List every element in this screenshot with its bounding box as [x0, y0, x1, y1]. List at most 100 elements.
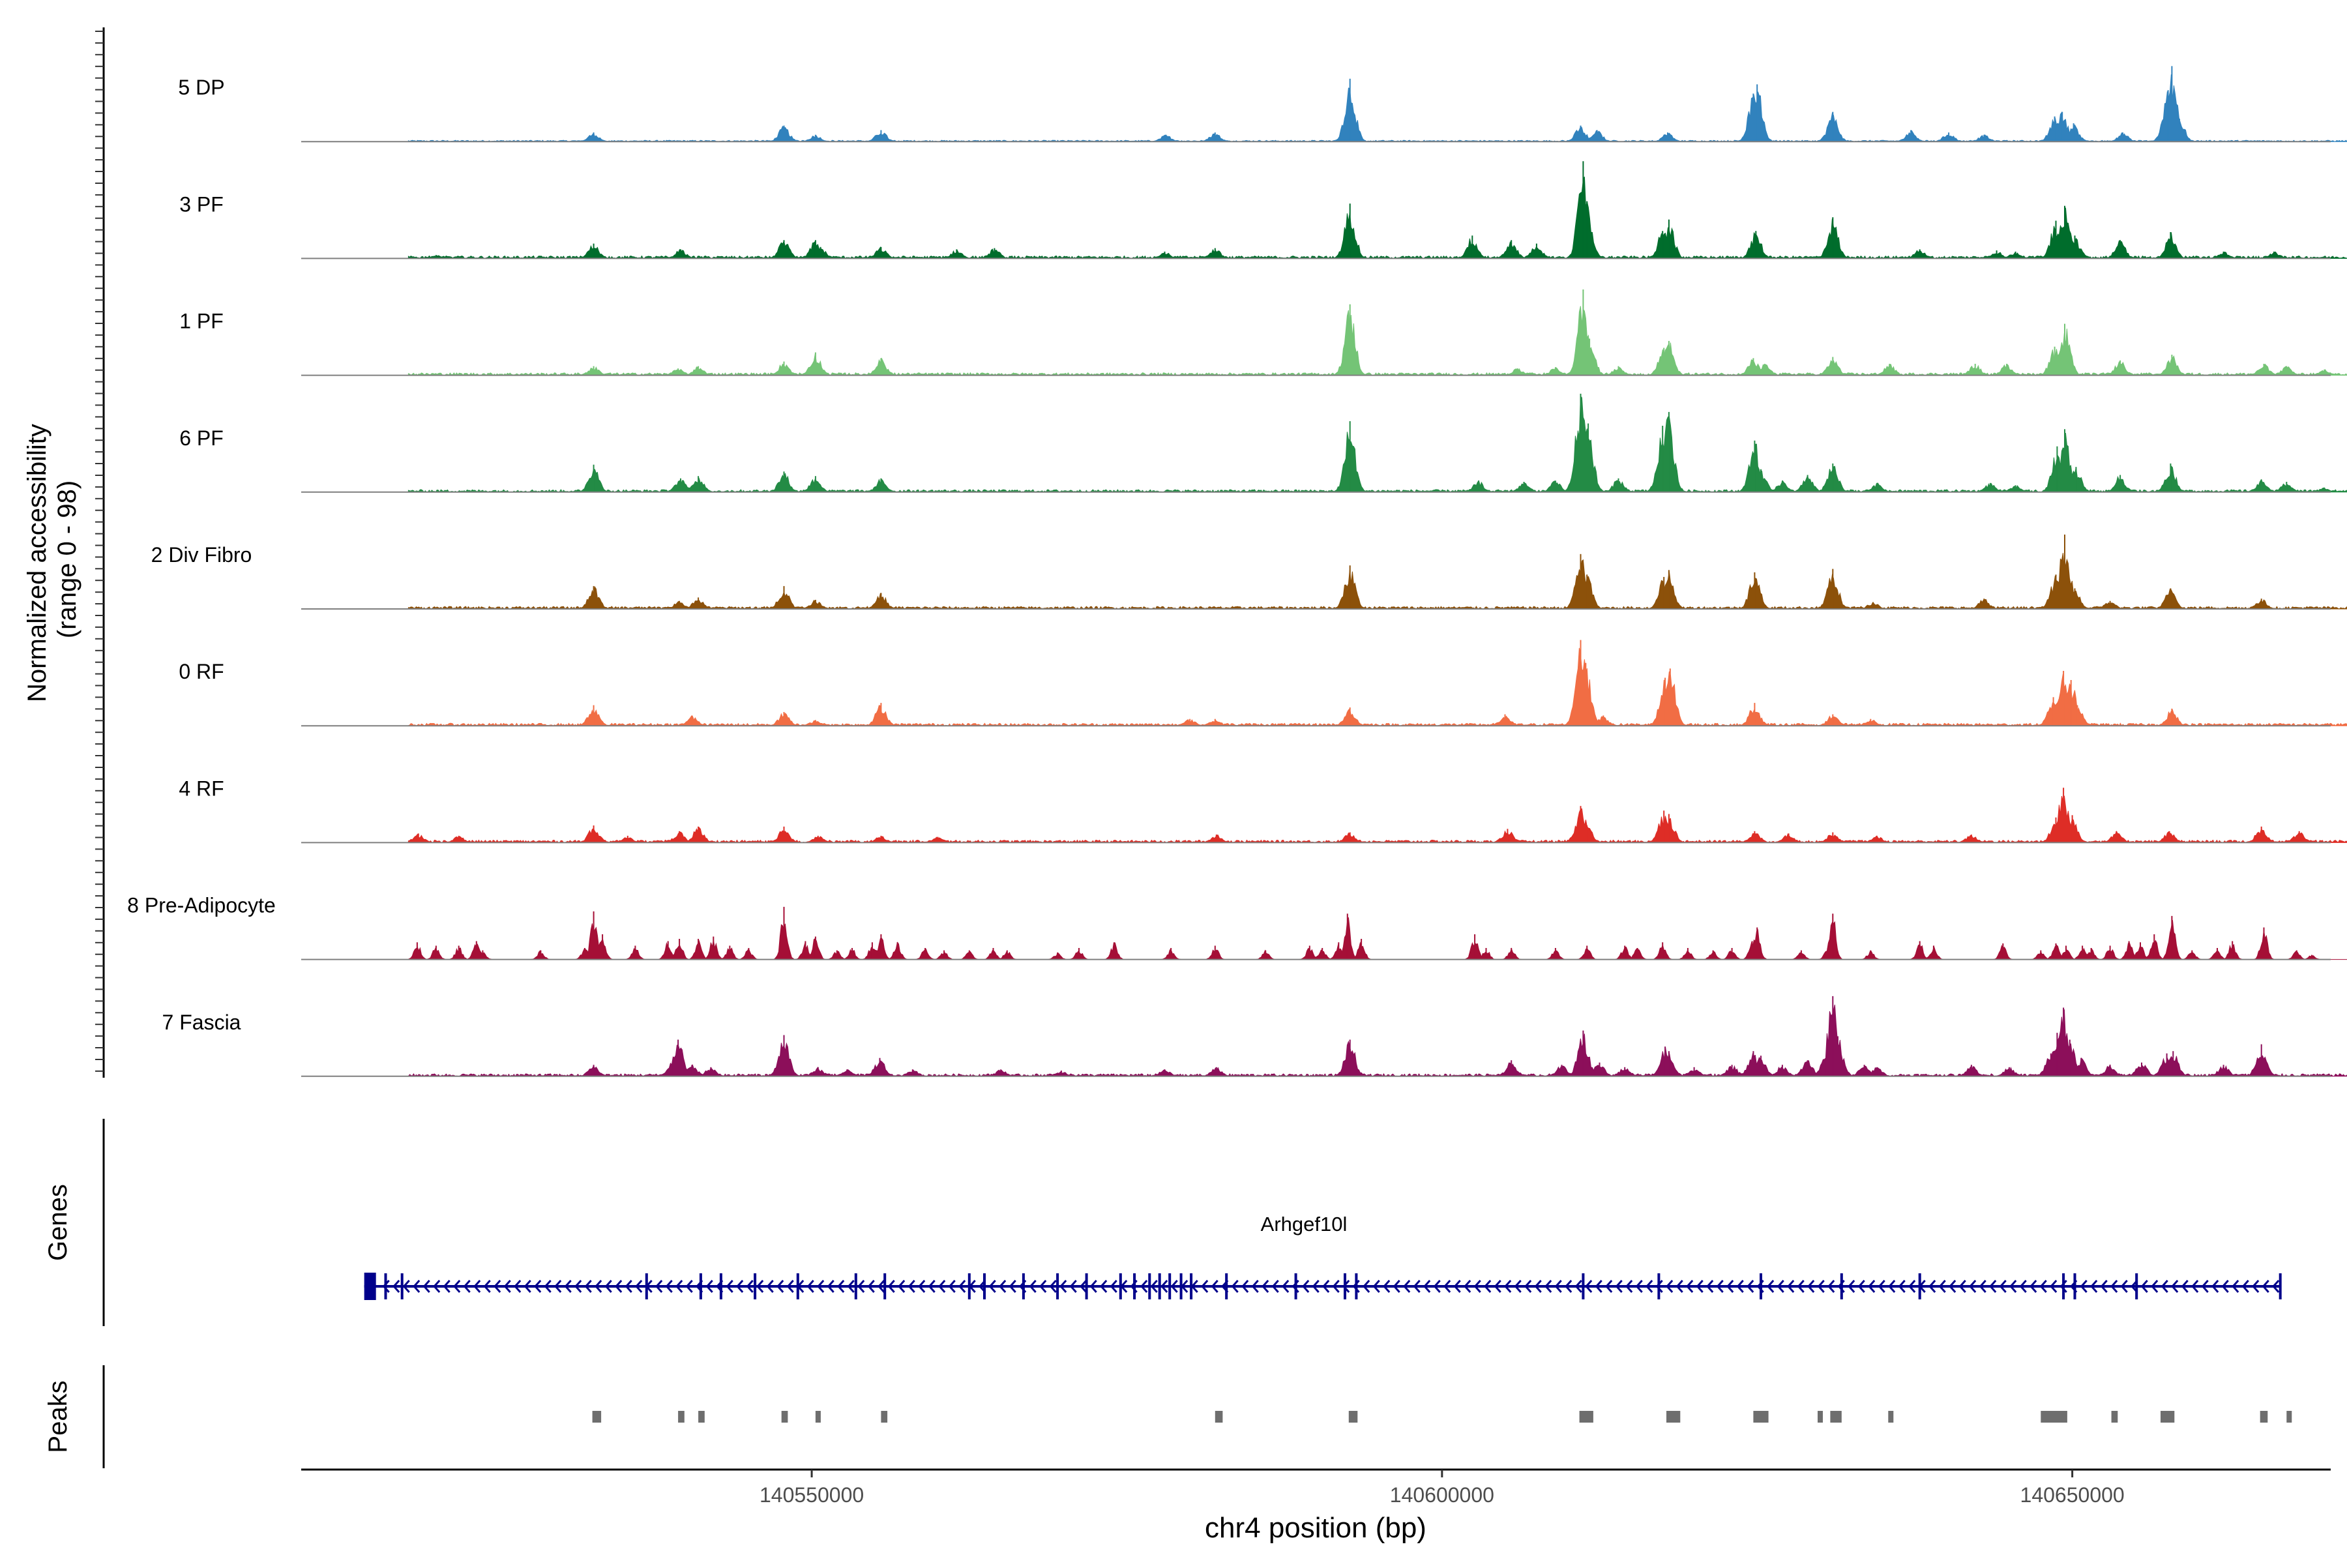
- strand-arrow: [1878, 1280, 1885, 1293]
- peak-region: [592, 1411, 602, 1423]
- gene-exon: [1179, 1273, 1183, 1299]
- strand-arrow: [514, 1280, 522, 1293]
- strand-arrow: [806, 1280, 814, 1293]
- gene-exon: [2279, 1273, 2282, 1299]
- strand-arrow: [1807, 1280, 1815, 1293]
- gene-exon: [1657, 1273, 1661, 1299]
- coverage-area: [407, 176, 2347, 259]
- gene-exon: [1056, 1273, 1059, 1299]
- peak-region: [2260, 1411, 2268, 1423]
- strand-arrow: [1969, 1280, 1977, 1293]
- strand-arrow: [1857, 1280, 1865, 1293]
- track-label: 5 DP: [178, 76, 224, 99]
- strand-arrow: [1635, 1280, 1643, 1293]
- strand-arrow: [2232, 1280, 2239, 1293]
- strand-arrow: [2161, 1280, 2168, 1293]
- gene-exon: [1355, 1273, 1358, 1299]
- strand-arrow: [1706, 1280, 1714, 1293]
- strand-arrow: [1069, 1280, 1077, 1293]
- peak-region: [1830, 1411, 1842, 1423]
- strand-arrow: [2039, 1280, 2047, 1293]
- peak-region: [2111, 1411, 2118, 1423]
- strand-arrow: [625, 1280, 632, 1293]
- strand-arrow: [1160, 1280, 1168, 1293]
- strand-arrow: [928, 1280, 936, 1293]
- gene-exon: [645, 1273, 648, 1299]
- strand-arrow: [1059, 1280, 1067, 1293]
- strand-arrow: [847, 1280, 855, 1293]
- strand-arrow: [665, 1280, 673, 1293]
- strand-arrow: [1433, 1280, 1441, 1293]
- strand-arrow: [1999, 1280, 2007, 1293]
- strand-arrow: [2272, 1280, 2280, 1293]
- strand-arrow: [1494, 1280, 1501, 1293]
- strand-arrow: [1848, 1280, 1855, 1293]
- strand-arrow: [1271, 1280, 1279, 1293]
- strand-arrow: [1989, 1280, 1997, 1293]
- strand-arrow: [1080, 1280, 1087, 1293]
- gene-exon: [1294, 1273, 1297, 1299]
- strand-arrow: [2100, 1280, 2108, 1293]
- strand-arrow: [2090, 1280, 2098, 1293]
- track-labels: 5 DP 3 PF 1 PF 6 PF 2 Div Fibro 0 RF 4 RF 8 Pre…: [127, 76, 276, 1034]
- gene-exon: [1760, 1273, 1762, 1299]
- strand-arrow: [857, 1280, 865, 1293]
- strand-arrow: [1938, 1280, 1946, 1293]
- strand-arrow: [817, 1280, 825, 1293]
- strand-arrow: [1574, 1280, 1582, 1293]
- track-4-rf: [301, 788, 2347, 844]
- peak-region: [2161, 1411, 2175, 1423]
- strand-arrow: [1747, 1280, 1754, 1293]
- track-0-rf: [301, 640, 2347, 727]
- strand-arrow: [1140, 1280, 1148, 1293]
- gene-exon: [1119, 1273, 1122, 1299]
- strand-arrow: [1686, 1280, 1694, 1293]
- strand-arrow: [1595, 1280, 1602, 1293]
- strand-arrow: [999, 1280, 1007, 1293]
- strand-arrow: [2009, 1280, 2017, 1293]
- strand-arrow: [1817, 1280, 1825, 1293]
- peaks-panel-label: Peaks: [44, 1380, 72, 1453]
- strand-arrow: [2110, 1280, 2118, 1293]
- strand-arrow: [1049, 1280, 1057, 1293]
- strand-arrow: [1696, 1280, 1704, 1293]
- strand-arrow: [1585, 1280, 1593, 1293]
- strand-arrow: [837, 1280, 845, 1293]
- gene-exon: [384, 1273, 387, 1299]
- strand-arrow: [766, 1280, 774, 1293]
- track-label: 3 PF: [179, 192, 224, 216]
- strand-arrow: [898, 1280, 906, 1293]
- peak-region: [2041, 1411, 2067, 1423]
- strand-arrow: [1565, 1280, 1572, 1293]
- strand-arrow: [1009, 1280, 1016, 1293]
- gene-exon: [2135, 1273, 2138, 1299]
- strand-arrow: [1958, 1280, 1966, 1293]
- strand-arrow: [1504, 1280, 1512, 1293]
- strand-arrow: [887, 1280, 895, 1293]
- peak-region: [1666, 1411, 1681, 1423]
- strand-arrow: [1372, 1280, 1380, 1293]
- strand-arrow: [1726, 1280, 1734, 1293]
- strand-arrow: [2262, 1280, 2269, 1293]
- strand-arrow: [1797, 1280, 1805, 1293]
- strand-arrow: [1262, 1280, 1269, 1293]
- strand-arrow: [1241, 1280, 1249, 1293]
- strand-arrow: [1403, 1280, 1411, 1293]
- strand-arrow: [1716, 1280, 1724, 1293]
- strand-arrow: [1039, 1280, 1047, 1293]
- strand-arrow: [1979, 1280, 1986, 1293]
- strand-arrow: [1625, 1280, 1633, 1293]
- coverage-area: [407, 795, 2347, 844]
- y-axis-label: Normalized accessibility (range 0 - 98): [23, 417, 81, 702]
- gene-name-label: Arhgef10l: [1261, 1213, 1348, 1235]
- gene-exon: [2062, 1273, 2065, 1299]
- strand-arrow: [1736, 1280, 1744, 1293]
- peak-region: [781, 1411, 788, 1423]
- track-5-dp: [301, 66, 2347, 143]
- x-tick-label: 140650000: [2020, 1483, 2125, 1507]
- strand-arrow: [433, 1280, 441, 1293]
- strand-arrow: [503, 1280, 511, 1293]
- gene-exon: [2073, 1273, 2076, 1299]
